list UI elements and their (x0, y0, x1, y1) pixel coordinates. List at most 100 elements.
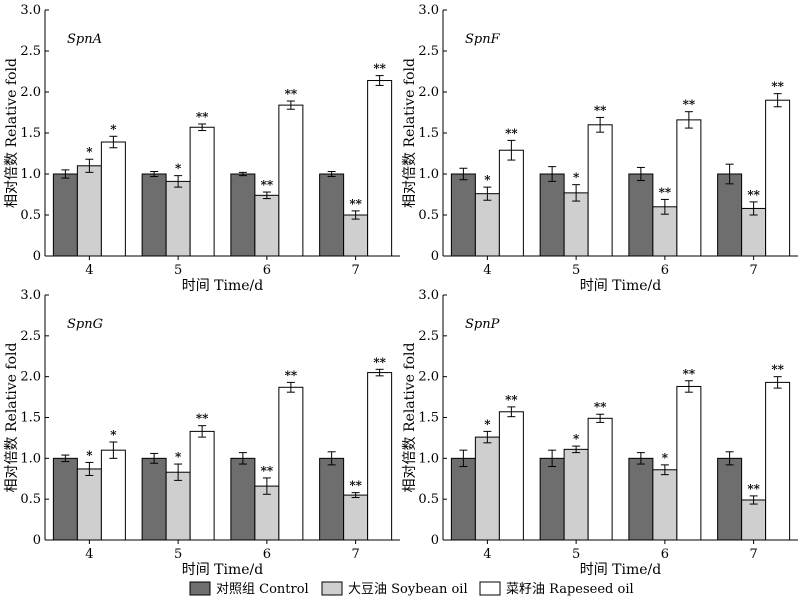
significance-mark: * (86, 145, 93, 159)
bar-spng-s1-day7 (343, 494, 369, 541)
y-axis-title: 相对倍数 Relative fold (402, 343, 418, 493)
significance-mark: ** (196, 412, 209, 426)
significance-mark: ** (771, 80, 784, 94)
bar-spng-s2-day6 (278, 386, 304, 541)
y-tick-label: 2.0 (20, 85, 41, 100)
y-tick-label: 2.0 (418, 85, 439, 100)
significance-mark: ** (285, 87, 298, 101)
significance-mark: ** (505, 393, 518, 407)
significance-mark: ** (373, 62, 386, 76)
bar-spng-s1-day6 (254, 485, 280, 541)
bar-spnf-s1-day5 (563, 192, 589, 257)
significance-mark: ** (349, 479, 362, 493)
bar-spnp-s2-day5 (587, 417, 613, 541)
y-axis-title: 相对倍数 Relative fold (4, 58, 20, 208)
panel-title: SpnA (67, 32, 102, 47)
y-tick-label: 2.0 (20, 370, 41, 385)
y-tick-label: 0 (33, 533, 41, 548)
significance-mark: * (110, 428, 117, 442)
y-tick-label: 0.5 (20, 492, 41, 507)
bar-spnp-s1-day6 (652, 469, 678, 541)
significance-mark: * (175, 162, 182, 176)
x-tick-label: 6 (661, 263, 669, 278)
significance-mark: * (573, 432, 580, 446)
bar-spnp-s2-day4 (498, 411, 524, 541)
bar-spnf-s2-day7 (765, 99, 791, 257)
x-tick-label: 4 (85, 263, 93, 278)
bar-spng-s1-day5 (165, 471, 191, 541)
y-tick-label: 0 (33, 249, 41, 264)
bar-spnf-s1-day7 (741, 207, 767, 257)
significance-mark: ** (373, 355, 386, 369)
y-tick-label: 1.5 (20, 411, 41, 426)
y-tick-label: 0.5 (20, 208, 41, 223)
y-axis-title: 相对倍数 Relative fold (4, 343, 20, 493)
y-tick-label: 0 (431, 249, 439, 264)
bar-spng-s0-day4 (52, 457, 78, 541)
significance-mark: ** (594, 103, 607, 117)
x-axis-title: 时间 Time/d (182, 562, 264, 578)
bar-spnf-s0-day6 (628, 173, 654, 257)
panel-title: SpnG (67, 317, 103, 332)
bar-spng-s1-day4 (76, 468, 102, 541)
y-tick-label: 0 (431, 533, 439, 548)
y-tick-label: 2.5 (20, 44, 41, 59)
x-tick-label: 5 (174, 547, 182, 562)
y-tick-label: 2.5 (20, 329, 41, 344)
y-tick-label: 1.5 (418, 126, 439, 141)
legend-label-1: 大豆油 Soybean oil (348, 582, 468, 597)
y-axis-title: 相对倍数 Relative fold (402, 58, 418, 208)
y-tick-label: 1.0 (20, 167, 41, 182)
bar-spnp-s1-day5 (563, 448, 589, 541)
significance-mark: * (86, 448, 93, 462)
y-tick-label: 2.0 (418, 370, 439, 385)
panel-spnf: 00.51.01.52.02.53.04 5 6 7* *** ****** ****Spn… (402, 3, 798, 294)
significance-mark: * (662, 451, 669, 465)
y-tick-label: 1.0 (418, 451, 439, 466)
bar-spna-s2-day6 (278, 104, 304, 257)
legend-swatch-1 (321, 581, 343, 596)
panel-title: SpnF (465, 32, 501, 47)
x-tick-label: 5 (572, 547, 580, 562)
bar-spng-s0-day5 (141, 457, 167, 541)
x-tick-label: 4 (483, 263, 491, 278)
bar-spnp-s0-day5 (539, 457, 565, 541)
x-tick-label: 4 (483, 547, 491, 562)
x-tick-label: 7 (351, 547, 359, 562)
significance-mark: ** (594, 400, 607, 414)
significance-mark: ** (747, 482, 760, 496)
y-tick-label: 2.5 (418, 329, 439, 344)
bar-spnp-s2-day6 (676, 385, 702, 541)
significance-mark: * (110, 122, 117, 136)
bar-spnf-s0-day7 (717, 173, 743, 257)
x-tick-label: 5 (174, 263, 182, 278)
bar-spnf-s0-day4 (450, 173, 476, 257)
bar-spng-s2-day7 (367, 372, 393, 541)
x-tick-label: 5 (572, 263, 580, 278)
bar-spnp-s0-day6 (628, 457, 654, 541)
panel-spnp: 00.51.01.52.02.53.04 5 6 7*********** **SpnP… (402, 288, 798, 578)
bar-spna-s0-day7 (319, 173, 345, 257)
bar-spng-s2-day4 (100, 449, 126, 541)
y-tick-label: 0.5 (418, 208, 439, 223)
significance-mark: * (484, 417, 491, 431)
bar-spna-s0-day6 (230, 173, 256, 257)
y-tick-label: 1.5 (20, 126, 41, 141)
significance-mark: ** (261, 178, 274, 192)
bar-spna-s1-day7 (343, 214, 369, 257)
legend-swatch-0 (189, 581, 211, 596)
y-tick-label: 3.0 (20, 3, 41, 18)
x-tick-label: 7 (749, 263, 757, 278)
bar-spnf-s0-day5 (539, 173, 565, 257)
bar-spna-s2-day5 (189, 126, 215, 257)
bar-spna-s1-day4 (76, 165, 102, 257)
x-tick-label: 7 (749, 547, 757, 562)
x-axis-title: 时间 Time/d (580, 278, 662, 294)
bar-spna-s0-day5 (141, 173, 167, 257)
x-tick-label: 4 (85, 547, 93, 562)
y-tick-label: 1.0 (418, 167, 439, 182)
bar-spna-s1-day5 (165, 180, 191, 257)
significance-mark: ** (683, 367, 696, 381)
x-tick-label: 6 (661, 547, 669, 562)
